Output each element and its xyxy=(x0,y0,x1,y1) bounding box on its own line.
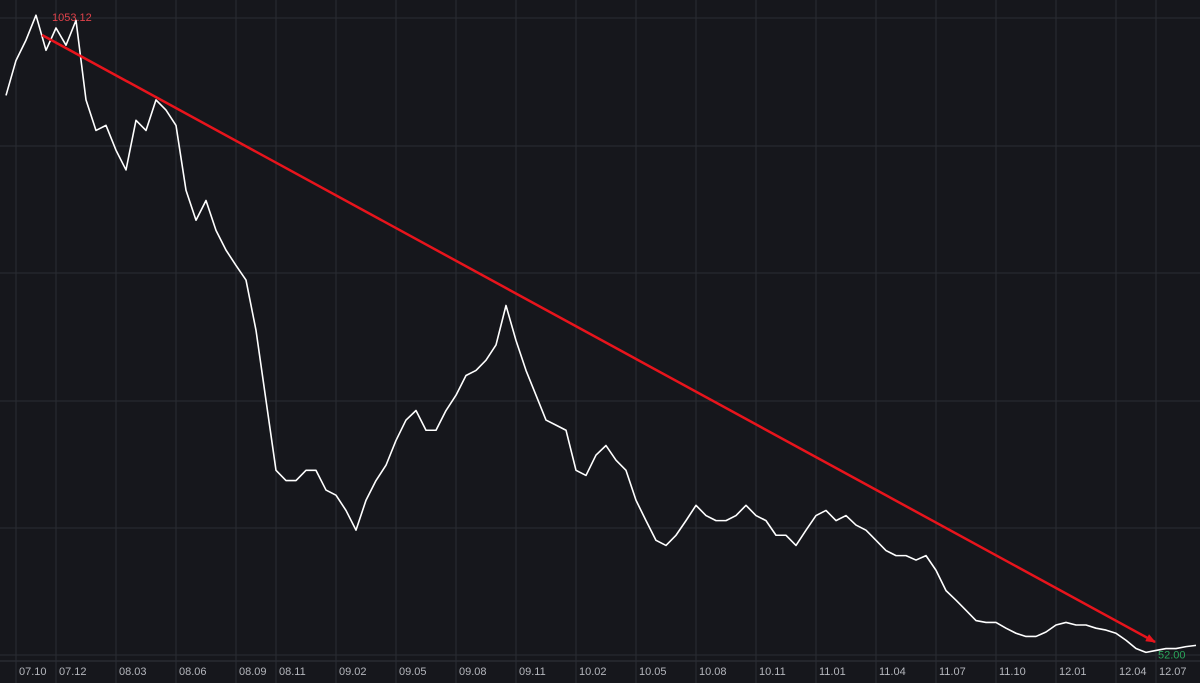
x-tick-label: 09.11 xyxy=(519,666,546,678)
value-labels: 1053.12 52.00 xyxy=(52,12,1186,661)
value-label: 52.00 xyxy=(1158,649,1186,661)
x-tick-label: 08.06 xyxy=(179,666,207,678)
x-tick-label: 09.08 xyxy=(459,666,487,678)
x-tick-label: 08.11 xyxy=(279,666,306,678)
x-tick-label: 12.07 xyxy=(1159,666,1187,678)
x-tick-label: 07.10 xyxy=(19,666,47,678)
x-tick-label: 09.02 xyxy=(339,666,367,678)
x-tick-label: 08.03 xyxy=(119,666,147,678)
x-tick-label: 10.08 xyxy=(699,666,727,678)
x-axis-strip xyxy=(0,661,1200,683)
horizontal-grid xyxy=(0,17,1200,656)
x-tick-label: 08.09 xyxy=(239,666,267,678)
x-tick-label: 10.05 xyxy=(639,666,667,678)
x-tick-label: 07.12 xyxy=(59,666,87,678)
price-line xyxy=(5,14,1197,654)
x-tick-label: 10.02 xyxy=(579,666,607,678)
x-tick-label: 10.11 xyxy=(759,666,786,678)
x-tick-label: 11.01 xyxy=(819,666,846,678)
x-tick-label: 11.10 xyxy=(999,666,1026,678)
value-label: 1053.12 xyxy=(52,12,92,24)
plot: 07.10 07.12 08.03 08.06 08.09 08.11 09.02 09.05… xyxy=(5,0,1197,683)
x-tick-label: 12.01 xyxy=(1059,666,1087,678)
x-tick-label: 11.04 xyxy=(879,666,906,678)
x-tick-label: 09.05 xyxy=(399,666,427,678)
x-tick-label: 12.04 xyxy=(1119,666,1147,678)
trend-arrow xyxy=(41,33,1156,644)
x-tick-label: 11.07 xyxy=(939,666,966,678)
